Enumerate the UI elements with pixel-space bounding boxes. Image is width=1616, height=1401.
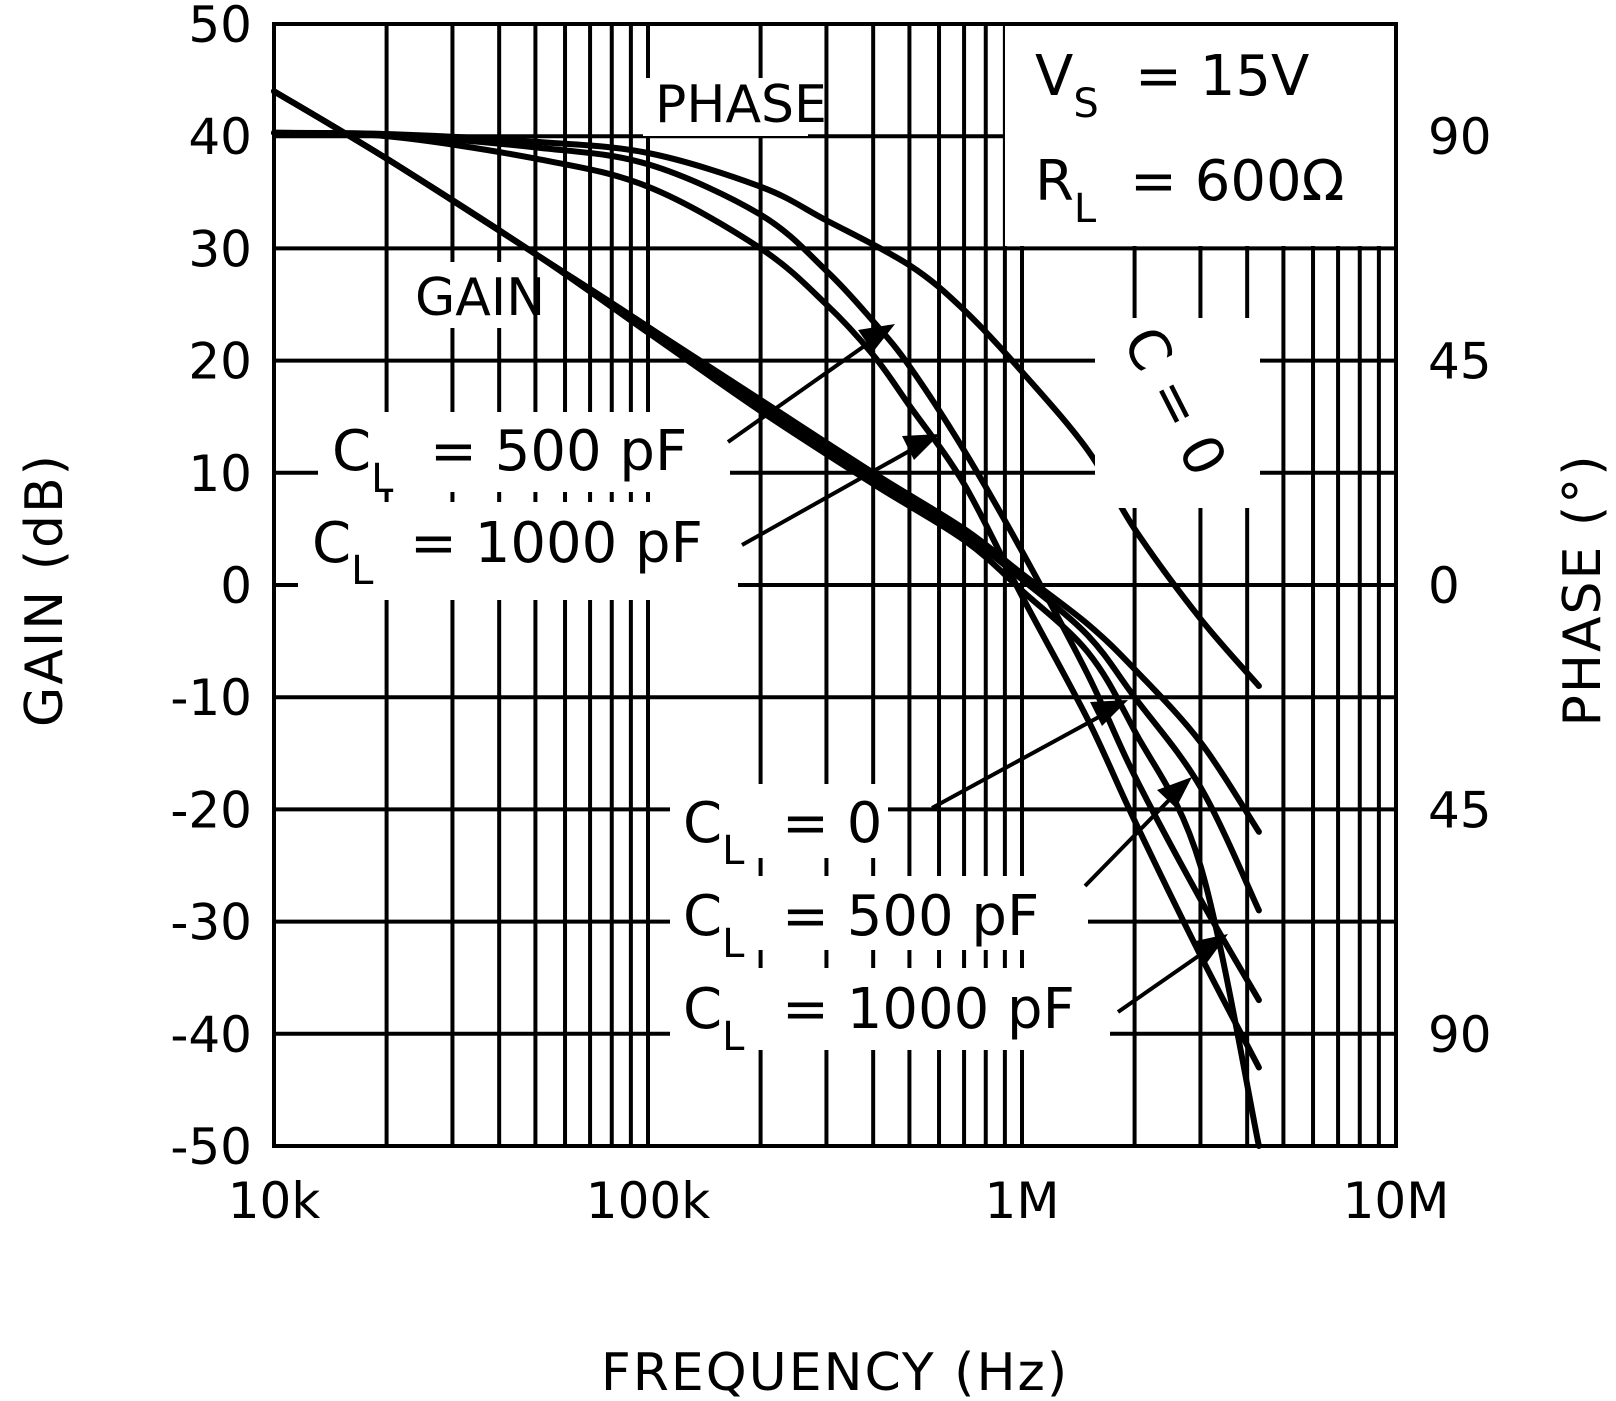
y-tick-label: 10 xyxy=(188,445,252,503)
y-tick-label: -20 xyxy=(170,781,252,839)
vs-value: = 15V xyxy=(1135,44,1309,109)
svg-text:CL: CL xyxy=(683,977,745,1060)
gain-cl0-label: CL = 0 xyxy=(683,791,882,874)
arrow-phase-cl1000 xyxy=(741,443,921,547)
svg-text:= 500 pF: = 500 pF xyxy=(430,419,687,484)
gain-cl1000-label-bg xyxy=(670,968,1110,1050)
y-tick-label: -10 xyxy=(170,669,252,727)
x-tick-label: 1M xyxy=(985,1172,1060,1230)
rl-value: = 600Ω xyxy=(1130,149,1344,214)
gain-cl500-label: CL = 500 pF xyxy=(683,884,1039,967)
y2-tick-label: 45 xyxy=(1428,781,1492,839)
arrow-gain-cl500 xyxy=(1083,792,1177,888)
y-tick-label: -30 xyxy=(170,894,252,952)
x-tick-label: 100k xyxy=(586,1172,710,1230)
y-tick-label: 0 xyxy=(220,557,252,615)
phase-cl1000-label: CL = 1000 pF xyxy=(312,511,703,594)
gain-cl0-label-bg xyxy=(670,784,888,858)
svg-text:CL: CL xyxy=(332,419,394,502)
conditions-box: VS = 15V RL = 600Ω xyxy=(1035,44,1344,232)
leader-arrows xyxy=(726,324,1228,1014)
arrowhead-phase-cl500 xyxy=(858,324,895,352)
arrowhead-gain-cl500 xyxy=(1157,777,1192,808)
x-tick-label: 10M xyxy=(1343,1172,1450,1230)
svg-text:CL: CL xyxy=(683,791,745,874)
gain-label-bg xyxy=(403,262,533,328)
gain-cl1000-label: CL = 1000 pF xyxy=(683,977,1075,1060)
phase-cl1000-label-bg xyxy=(298,502,738,600)
arrow-gain-cl1000 xyxy=(1116,946,1212,1014)
x-axis-title: FREQUENCY (Hz) xyxy=(601,1343,1069,1401)
gain-cl500-label-bg xyxy=(670,876,1088,950)
rl-label: RL xyxy=(1035,149,1097,232)
y-tick-label: -50 xyxy=(170,1118,252,1176)
grid xyxy=(274,24,1396,1146)
svg-text:CL: CL xyxy=(683,884,745,967)
y-axis-title: GAIN (dB) xyxy=(15,453,75,727)
phase-cl500-label-bg xyxy=(318,412,730,492)
series-line-0 xyxy=(271,129,1262,689)
y2-tick-label: 45 xyxy=(1428,333,1492,391)
svg-text:= 0: = 0 xyxy=(782,791,882,856)
svg-text:= 1000 pF: = 1000 pF xyxy=(410,511,703,576)
y-tick-label: 50 xyxy=(188,0,252,54)
x-tick-label: 10k xyxy=(228,1172,321,1230)
arrowhead-gain-cl0 xyxy=(1090,700,1128,726)
y-tick-label: 40 xyxy=(188,108,252,166)
y-tick-label: 20 xyxy=(188,333,252,391)
gain-label: GAIN xyxy=(415,268,545,328)
svg-text:= 1000 pF: = 1000 pF xyxy=(782,977,1075,1042)
y-tick-label: -40 xyxy=(170,1006,252,1064)
y2-axis-title: PHASE (°) xyxy=(1553,454,1613,727)
y2-tick-label: 90 xyxy=(1428,1006,1492,1064)
vs-label: VS xyxy=(1035,44,1099,127)
arrow-gain-cl0 xyxy=(931,710,1109,810)
y2-tick-label: 90 xyxy=(1428,108,1492,166)
phase-label-bg xyxy=(643,78,808,136)
arrowhead-gain-cl1000 xyxy=(1191,934,1228,964)
y2-tick-label: 0 xyxy=(1428,557,1460,615)
series-line-2 xyxy=(271,129,1262,1071)
tick-labels: 10k 100k 1M 10M 50 40 30 20 10 0 -10 -20 -30 -40 -50 90… xyxy=(170,0,1491,1230)
conditions-box-bg xyxy=(1005,24,1396,246)
series-line-1 xyxy=(271,129,1262,1004)
plot-frame xyxy=(272,22,1398,1148)
arrowhead-phase-cl1000 xyxy=(902,434,940,460)
svg-text:= 500 pF: = 500 pF xyxy=(782,884,1039,949)
svg-text:CL: CL xyxy=(312,511,374,594)
phase-cl-zero-label-bg xyxy=(1095,318,1260,508)
y-tick-label: 30 xyxy=(188,220,252,278)
label-backgrounds xyxy=(298,24,1396,1050)
phase-cl500-label: CL = 500 pF xyxy=(332,419,687,502)
phase-label: PHASE xyxy=(655,75,827,135)
arrow-phase-cl500 xyxy=(726,333,882,444)
